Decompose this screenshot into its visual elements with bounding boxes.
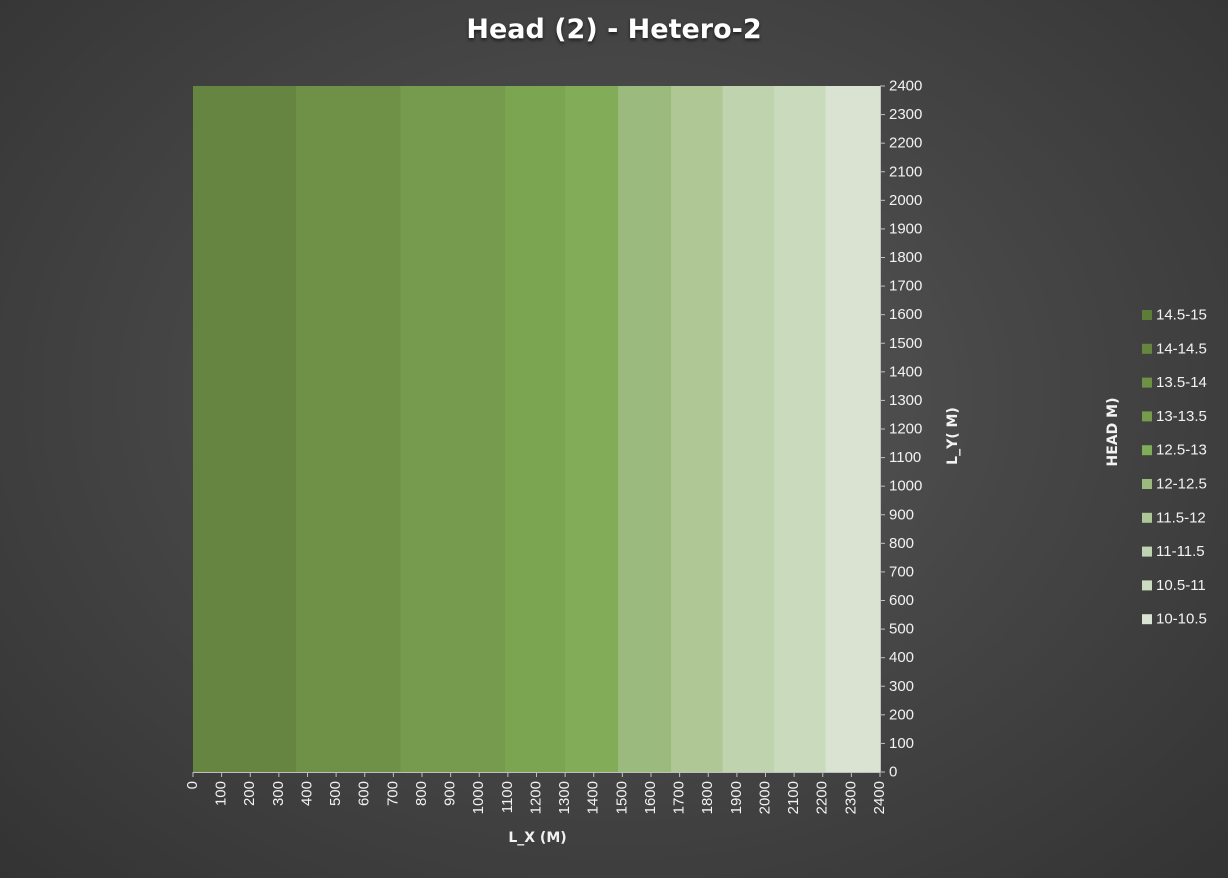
y-tick-label-12: 1200: [889, 421, 922, 438]
x-tick-label-11: 1100: [499, 781, 516, 813]
y-tick-label-11: 1100: [889, 449, 921, 466]
x-tick-label-23: 2300: [842, 781, 859, 814]
y-tick-label-24: 2400: [889, 78, 922, 95]
heatmap-band-2: [400, 86, 506, 772]
legend-label-1: 14-14.5: [1156, 340, 1207, 357]
x-tick-label-7: 700: [384, 781, 401, 806]
x-tick-label-2: 200: [241, 781, 258, 806]
heatmap-band-8: [774, 86, 827, 772]
x-tick-label-13: 1300: [556, 781, 573, 814]
legend-swatch-8: [1142, 580, 1152, 591]
heatmap-band-6: [671, 86, 724, 772]
y-tick-label-15: 1500: [889, 335, 922, 352]
x-tick-label-12: 1200: [527, 781, 544, 814]
y-tick-label-10: 1000: [889, 478, 922, 495]
heatmap-band-7: [722, 86, 775, 772]
y-tick-label-3: 300: [889, 678, 914, 695]
x-tick-label-5: 500: [327, 781, 344, 806]
legend-swatch-7: [1142, 546, 1152, 557]
legend-swatch-0: [1142, 310, 1152, 320]
y-tick-label-6: 600: [889, 592, 914, 609]
y-tick-label-4: 400: [889, 649, 914, 666]
legend-label-9: 10-10.5: [1156, 611, 1207, 628]
heatmap-band-3: [505, 86, 566, 772]
x-tick-label-17: 1700: [671, 781, 688, 814]
y-tick-label-1: 100: [889, 735, 914, 752]
legend-label-0: 14.5-15: [1156, 307, 1207, 324]
x-tick-label-20: 2000: [756, 781, 773, 814]
x-tick-label-15: 1500: [613, 781, 630, 814]
legend-swatch-6: [1142, 512, 1152, 523]
x-tick-label-22: 2200: [814, 781, 831, 814]
y-tick-label-5: 500: [889, 621, 914, 638]
y-tick-label-2: 200: [889, 706, 914, 723]
legend-swatch-9: [1142, 614, 1152, 625]
y-axis-title: L_Y( M): [945, 407, 961, 465]
legend-label-7: 11-11.5: [1156, 543, 1205, 560]
y-tick-label-13: 1300: [889, 392, 922, 409]
x-tick-label-18: 1800: [699, 781, 716, 814]
legend-title: HEAD M): [1105, 398, 1121, 467]
x-tick-label-14: 1400: [585, 781, 602, 814]
x-tick-label-1: 100: [213, 781, 230, 806]
x-tick-label-4: 400: [298, 781, 315, 806]
x-tick-label-8: 800: [413, 781, 430, 806]
legend-label-6: 11.5-12: [1156, 509, 1206, 526]
y-tick-label-17: 1700: [889, 278, 922, 295]
x-tick-label-0: 0: [184, 781, 201, 789]
y-tick-label-0: 0: [889, 764, 897, 781]
x-tick-label-16: 1600: [642, 781, 659, 814]
y-tick-label-22: 2200: [889, 135, 922, 152]
y-tick-label-14: 1400: [889, 363, 922, 380]
y-tick-label-20: 2000: [889, 192, 922, 209]
legend-swatch-1: [1142, 343, 1152, 354]
heatmap-band-0: [193, 86, 297, 772]
legend-label-5: 12-12.5: [1156, 476, 1207, 493]
y-tick-label-18: 1800: [889, 249, 922, 266]
x-tick-label-10: 1000: [470, 781, 487, 814]
heatmap-band-1: [296, 86, 402, 772]
heatmap-band-5: [618, 86, 672, 772]
y-tick-label-21: 2100: [889, 163, 922, 180]
heatmap-band-4: [565, 86, 619, 772]
x-tick-label-3: 300: [270, 781, 287, 806]
legend-label-3: 13-13.5: [1156, 408, 1207, 425]
heatmap-band-9: [825, 86, 881, 772]
legend-label-2: 13.5-14: [1156, 374, 1207, 391]
legend-label-4: 12.5-13: [1156, 442, 1207, 459]
legend-swatch-3: [1142, 411, 1152, 422]
y-tick-label-19: 1900: [889, 220, 922, 237]
x-tick-label-19: 1900: [728, 781, 745, 814]
y-tick-label-23: 2300: [889, 106, 922, 123]
x-tick-label-24: 2400: [871, 781, 888, 814]
y-tick-label-7: 700: [889, 563, 914, 580]
y-tick-label-8: 800: [889, 535, 914, 552]
x-axis-title: L_X (M): [508, 830, 566, 846]
legend-swatch-4: [1142, 445, 1152, 456]
legend-swatch-5: [1142, 479, 1152, 489]
y-tick-label-16: 1600: [889, 306, 922, 323]
x-tick-label-9: 900: [442, 781, 459, 806]
chart-title: Head (2) - Hetero-2: [466, 14, 762, 45]
legend-swatch-2: [1142, 377, 1152, 388]
legend-label-8: 10.5-11: [1156, 577, 1206, 594]
y-tick-label-9: 900: [889, 506, 914, 523]
x-tick-label-6: 600: [356, 781, 373, 806]
x-tick-label-21: 2100: [785, 781, 802, 814]
